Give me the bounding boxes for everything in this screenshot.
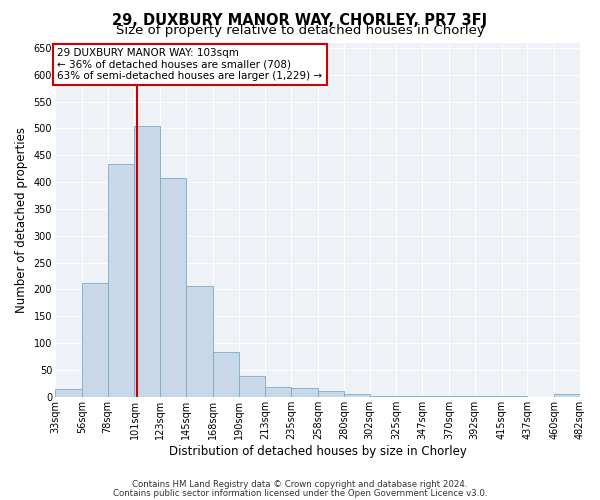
- Bar: [502, 396, 527, 397]
- Bar: [213, 352, 239, 397]
- Bar: [55, 388, 82, 397]
- Bar: [370, 396, 397, 397]
- Bar: [475, 396, 502, 397]
- Bar: [82, 283, 107, 397]
- Bar: [318, 392, 344, 397]
- Y-axis label: Number of detached properties: Number of detached properties: [15, 126, 28, 312]
- Text: Size of property relative to detached houses in Chorley: Size of property relative to detached ho…: [116, 24, 484, 37]
- Text: Contains public sector information licensed under the Open Government Licence v3: Contains public sector information licen…: [113, 489, 487, 498]
- Bar: [160, 178, 186, 397]
- Text: Contains HM Land Registry data © Crown copyright and database right 2024.: Contains HM Land Registry data © Crown c…: [132, 480, 468, 489]
- Bar: [134, 126, 160, 397]
- Bar: [186, 286, 213, 397]
- Bar: [344, 394, 370, 397]
- Text: 29, DUXBURY MANOR WAY, CHORLEY, PR7 3FJ: 29, DUXBURY MANOR WAY, CHORLEY, PR7 3FJ: [112, 12, 488, 28]
- Bar: [107, 164, 134, 397]
- Bar: [291, 388, 318, 397]
- Bar: [554, 394, 580, 397]
- X-axis label: Distribution of detached houses by size in Chorley: Distribution of detached houses by size …: [169, 444, 466, 458]
- Bar: [449, 396, 475, 397]
- Text: 29 DUXBURY MANOR WAY: 103sqm
← 36% of detached houses are smaller (708)
63% of s: 29 DUXBURY MANOR WAY: 103sqm ← 36% of de…: [57, 48, 322, 81]
- Bar: [422, 396, 449, 397]
- Bar: [239, 376, 265, 397]
- Bar: [397, 396, 422, 397]
- Bar: [265, 387, 291, 397]
